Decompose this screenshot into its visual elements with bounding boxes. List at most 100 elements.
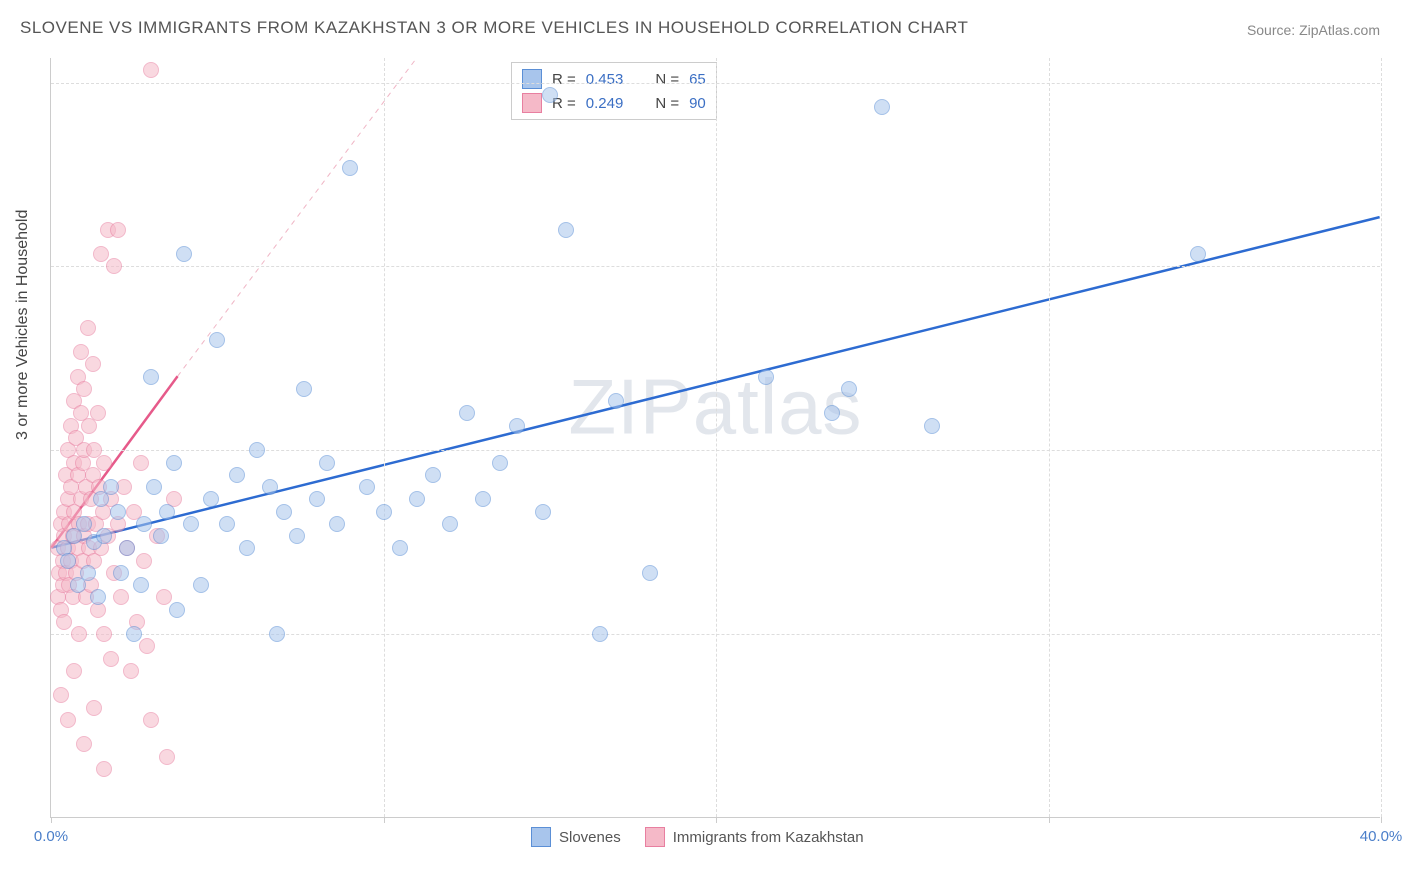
- scatter-point: [219, 516, 235, 532]
- scatter-point: [475, 491, 491, 507]
- scatter-point: [53, 687, 69, 703]
- scatter-point: [535, 504, 551, 520]
- y-axis-label: 3 or more Vehicles in Household: [14, 210, 32, 440]
- chart-title: SLOVENE VS IMMIGRANTS FROM KAZAKHSTAN 3 …: [20, 18, 968, 38]
- scatter-point: [276, 504, 292, 520]
- scatter-point: [592, 626, 608, 642]
- scatter-point: [229, 467, 245, 483]
- scatter-point: [96, 455, 112, 471]
- scatter-point: [176, 246, 192, 262]
- scatter-point: [249, 442, 265, 458]
- scatter-point: [841, 381, 857, 397]
- scatter-point: [183, 516, 199, 532]
- grid-line-v: [1381, 58, 1382, 817]
- scatter-point: [209, 332, 225, 348]
- scatter-point: [96, 528, 112, 544]
- scatter-point: [56, 614, 72, 630]
- scatter-point: [113, 565, 129, 581]
- scatter-point: [133, 577, 149, 593]
- legend-series-item: Immigrants from Kazakhstan: [645, 827, 864, 847]
- scatter-point: [133, 455, 149, 471]
- scatter-point: [76, 736, 92, 752]
- scatter-point: [159, 504, 175, 520]
- scatter-point: [136, 516, 152, 532]
- scatter-point: [80, 320, 96, 336]
- scatter-point: [60, 553, 76, 569]
- scatter-point: [359, 479, 375, 495]
- x-tick-label: 40.0%: [1360, 828, 1403, 845]
- scatter-point: [459, 405, 475, 421]
- scatter-point: [66, 663, 82, 679]
- x-tick-mark: [1381, 817, 1382, 823]
- scatter-point: [924, 418, 940, 434]
- scatter-point: [76, 381, 92, 397]
- scatter-point: [509, 418, 525, 434]
- scatter-point: [143, 62, 159, 78]
- grid-line-v: [1049, 58, 1050, 817]
- scatter-point: [126, 626, 142, 642]
- scatter-point: [146, 479, 162, 495]
- scatter-point: [76, 516, 92, 532]
- n-label: N =: [655, 71, 679, 88]
- legend-series-label: Slovenes: [559, 829, 621, 846]
- x-tick-label: 0.0%: [34, 828, 68, 845]
- scatter-point: [143, 369, 159, 385]
- y-tick-label: 60.0%: [1390, 74, 1406, 91]
- y-tick-label: 45.0%: [1390, 258, 1406, 275]
- scatter-point: [71, 626, 87, 642]
- scatter-point: [93, 246, 109, 262]
- grid-line-v: [384, 58, 385, 817]
- scatter-point: [874, 99, 890, 115]
- chart-plot-area: ZIPatlas R =0.453N =65R =0.249N =90 Slov…: [50, 58, 1380, 818]
- scatter-point: [106, 258, 122, 274]
- x-tick-mark: [51, 817, 52, 823]
- n-value: 90: [689, 95, 706, 112]
- x-tick-mark: [716, 817, 717, 823]
- scatter-point: [123, 663, 139, 679]
- scatter-point: [80, 565, 96, 581]
- y-tick-label: 15.0%: [1390, 626, 1406, 643]
- scatter-point: [329, 516, 345, 532]
- scatter-point: [1190, 246, 1206, 262]
- scatter-point: [113, 589, 129, 605]
- scatter-point: [166, 455, 182, 471]
- scatter-point: [110, 504, 126, 520]
- scatter-point: [262, 479, 278, 495]
- scatter-point: [110, 222, 126, 238]
- scatter-point: [309, 491, 325, 507]
- scatter-point: [239, 540, 255, 556]
- scatter-point: [758, 369, 774, 385]
- scatter-point: [425, 467, 441, 483]
- scatter-point: [136, 553, 152, 569]
- scatter-point: [169, 602, 185, 618]
- scatter-point: [442, 516, 458, 532]
- scatter-point: [203, 491, 219, 507]
- scatter-point: [558, 222, 574, 238]
- source-attribution: Source: ZipAtlas.com: [1247, 22, 1380, 38]
- scatter-point: [153, 528, 169, 544]
- scatter-point: [193, 577, 209, 593]
- grid-line-v: [716, 58, 717, 817]
- n-value: 65: [689, 71, 706, 88]
- legend-swatch: [531, 827, 551, 847]
- scatter-point: [296, 381, 312, 397]
- scatter-point: [96, 761, 112, 777]
- scatter-point: [492, 455, 508, 471]
- scatter-point: [642, 565, 658, 581]
- legend-swatch: [645, 827, 665, 847]
- r-value: 0.249: [586, 95, 624, 112]
- scatter-point: [103, 651, 119, 667]
- x-tick-mark: [1049, 817, 1050, 823]
- scatter-point: [156, 589, 172, 605]
- legend-swatch: [522, 93, 542, 113]
- n-label: N =: [655, 95, 679, 112]
- r-value: 0.453: [586, 71, 624, 88]
- scatter-point: [103, 479, 119, 495]
- x-tick-mark: [384, 817, 385, 823]
- scatter-point: [392, 540, 408, 556]
- scatter-point: [143, 712, 159, 728]
- scatter-point: [85, 356, 101, 372]
- y-tick-label: 30.0%: [1390, 442, 1406, 459]
- scatter-point: [319, 455, 335, 471]
- scatter-point: [90, 405, 106, 421]
